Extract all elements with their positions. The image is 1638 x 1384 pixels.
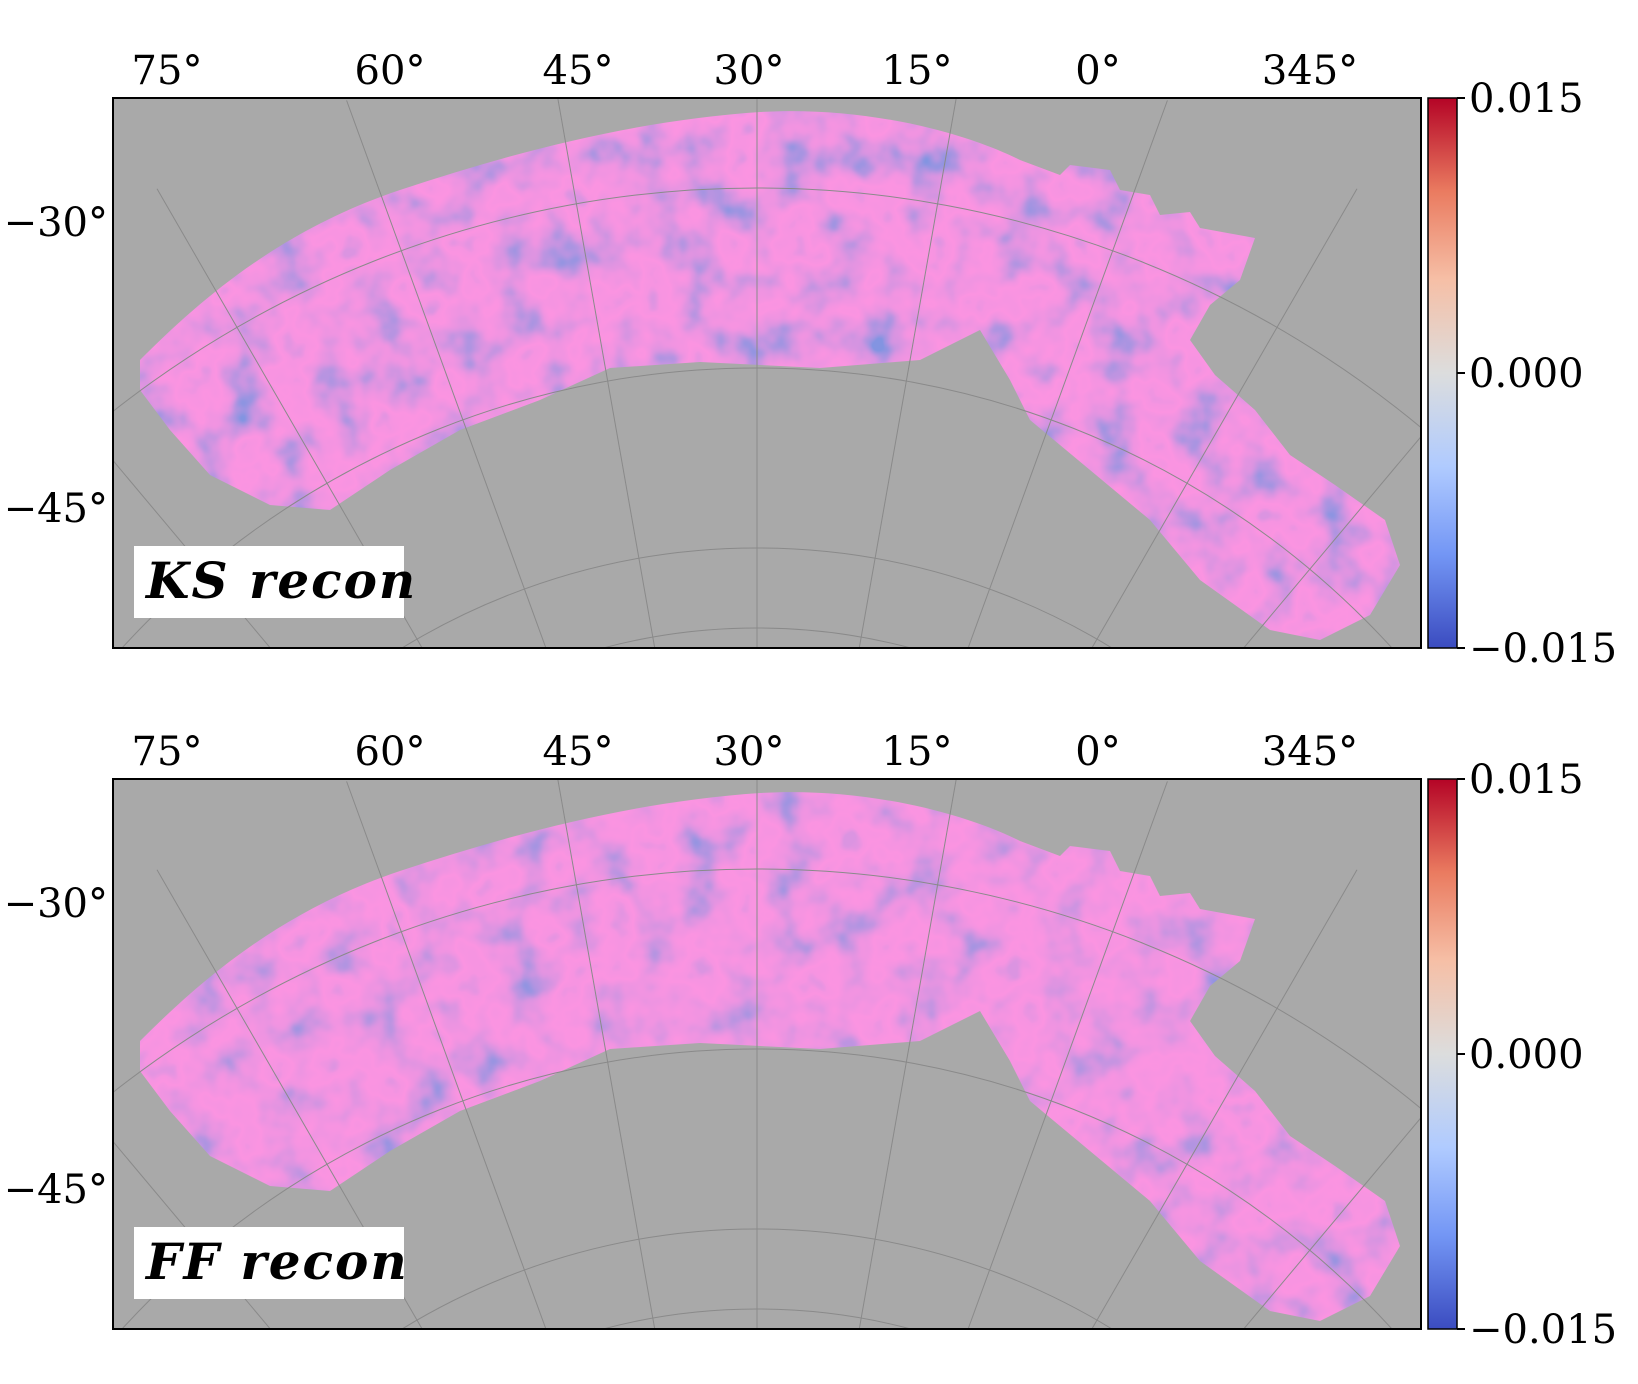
map-label: FF recon (144, 1232, 409, 1291)
colorbar-tick-label: −0.015 (1469, 1307, 1617, 1353)
colorbar-gradient (1427, 97, 1458, 649)
graticule-meridian (557, 98, 656, 648)
graticule-meridian (156, 869, 423, 1329)
ra-tick-label: 75° (132, 48, 203, 94)
ra-tick-label: 30° (714, 48, 785, 94)
dec-tick-label: −45° (4, 486, 108, 532)
graticule-meridian (967, 781, 1168, 1329)
dec-tick-label: −45° (4, 1167, 108, 1213)
graticule-meridian (346, 100, 547, 648)
map-label-box: FF recon (134, 1227, 409, 1299)
ra-tick-label: 345° (1262, 48, 1358, 94)
ra-tick-labels: 75° 60° 45° 30° 15° 0° 345° (132, 48, 1359, 94)
ra-tick-label: 15° (882, 48, 953, 94)
graticule-meridian (967, 100, 1168, 648)
colorbar-tick-label: 0.000 (1469, 351, 1584, 397)
map-label: KS recon (144, 551, 417, 610)
graticule-meridian (858, 779, 957, 1329)
colorbar-tick-label: −0.015 (1469, 626, 1617, 672)
graticule-meridian (346, 781, 547, 1329)
map-frame (112, 778, 1422, 1330)
ra-tick-label: 0° (1075, 48, 1120, 94)
ra-tick-label: 45° (543, 48, 614, 94)
graticule (113, 98, 1421, 648)
colorbar-ticks: 0.015 0.000 −0.015 (1457, 76, 1617, 672)
colorbar-tick-label: 0.015 (1469, 76, 1584, 122)
map-label-box: KS recon (134, 546, 417, 618)
dec-tick-label: −30° (4, 200, 108, 246)
colorbar-ticks: 0.015 0.000 −0.015 (1457, 757, 1617, 1353)
graticule-meridian (1243, 1116, 1421, 1329)
colorbar-gradient (1427, 778, 1458, 1330)
graticule-meridian (156, 188, 423, 648)
graticule (113, 779, 1421, 1329)
graticule-meridian (1091, 188, 1358, 648)
dec-tick-label: −30° (4, 881, 108, 927)
graticule-meridian (557, 779, 656, 1329)
ra-tick-label: 45° (543, 729, 614, 775)
dec-tick-labels: −30° −45° (4, 200, 108, 532)
ra-tick-label: 15° (882, 729, 953, 775)
graticule-meridian (1243, 435, 1421, 648)
ks-recon-panel: 75° 60° 45° 30° 15° 0° 345° −30°−45° KS recon … (4, 48, 1617, 672)
graticule-meridian (1091, 869, 1358, 1329)
ra-tick-label: 60° (355, 48, 426, 94)
ra-tick-label: 0° (1075, 729, 1120, 775)
colorbar: 0.015 0.000 −0.015 (1427, 757, 1617, 1353)
colorbar: 0.015 0.000 −0.015 (1427, 76, 1617, 672)
ra-tick-label: 30° (714, 729, 785, 775)
ra-tick-label: 345° (1262, 729, 1358, 775)
colorbar-tick-label: 0.015 (1469, 757, 1584, 803)
colorbar-tick-label: 0.000 (1469, 1032, 1584, 1078)
ra-tick-label: 75° (132, 729, 203, 775)
graticule-meridian (858, 98, 957, 648)
ra-tick-label: 60° (355, 729, 426, 775)
map-frame (112, 97, 1422, 649)
dec-tick-labels: −30° −45° (4, 881, 108, 1213)
ff-recon-panel: 75° 60° 45° 30° 15° 0° 345° −30°−45° FF recon … (4, 729, 1617, 1353)
ra-tick-labels: 75° 60° 45° 30° 15° 0° 345° (132, 729, 1359, 775)
